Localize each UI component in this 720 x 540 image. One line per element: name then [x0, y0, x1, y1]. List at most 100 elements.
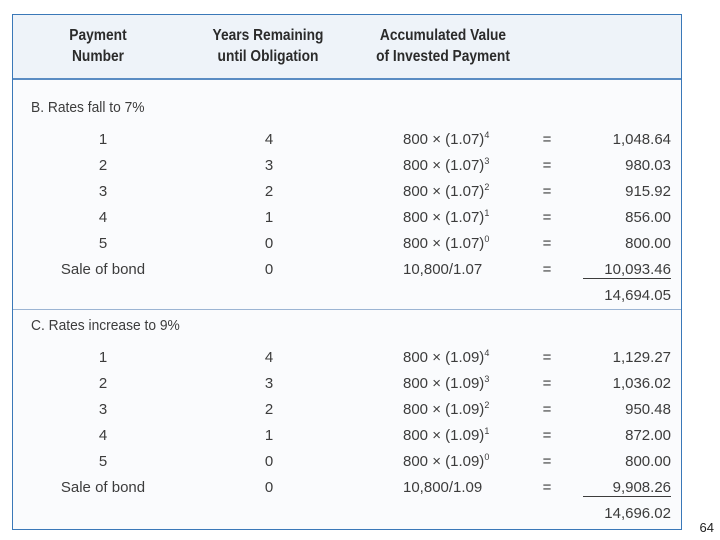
table-row: 3 2 800 × (1.07)2 = 915.92	[13, 183, 681, 209]
accumulated-expression-cell: 10,800/1.07	[403, 261, 553, 278]
header-accum-line1: Accumulated Value	[379, 27, 507, 44]
expression-exponent: 1	[484, 426, 490, 436]
expression-exponent: 0	[484, 234, 490, 244]
accumulated-expression-cell: 800 × (1.07)2	[403, 182, 553, 201]
expression-base: 800 × (1.07)	[403, 235, 485, 252]
expression-base: 800 × (1.09)	[403, 349, 485, 366]
payment-number-cell: 4	[98, 209, 108, 226]
years-remaining-cell: 3	[264, 375, 274, 392]
accumulated-expression-cell: 800 × (1.09)4	[403, 348, 553, 367]
expression-base: 800 × (1.09)	[403, 401, 485, 418]
accumulated-expression-cell: 800 × (1.09)2	[403, 400, 553, 419]
accumulated-value-cell: 800.00	[625, 235, 671, 252]
equals-sign: =	[542, 401, 552, 418]
years-remaining-cell: 4	[264, 131, 274, 148]
section-c-total: 14,696.02	[604, 505, 671, 522]
equals-sign: =	[542, 375, 552, 392]
accumulated-value-cell: 1,129.27	[612, 349, 671, 366]
table-row: Sale of bond 0 10,800/1.07 = 10,093.46	[13, 261, 681, 287]
section-divider	[13, 309, 681, 310]
expression-base: 800 × (1.09)	[403, 453, 485, 470]
payment-number-cell: 2	[98, 375, 108, 392]
header-years-remaining: Years Remaining until Obligation	[204, 25, 333, 67]
table-row: 5 0 800 × (1.09)0 = 800.00	[13, 453, 681, 479]
page-number: 64	[699, 520, 714, 535]
header-accum-line2: of Invested Payment	[376, 48, 510, 65]
expression-base: 800 × (1.07)	[403, 183, 485, 200]
expression-base: 800 × (1.07)	[403, 157, 485, 174]
equals-sign: =	[542, 453, 552, 470]
payment-number-cell: 2	[98, 157, 108, 174]
table-row: 1 4 800 × (1.09)4 = 1,129.27	[13, 349, 681, 375]
accumulated-expression-cell: 800 × (1.09)0	[403, 452, 553, 471]
years-remaining-cell: 0	[264, 479, 274, 496]
equals-sign: =	[542, 427, 552, 444]
payment-number-cell: 5	[98, 235, 108, 252]
years-remaining-cell: 0	[264, 261, 274, 278]
accumulated-expression-cell: 10,800/1.09	[403, 479, 553, 496]
years-remaining-cell: 0	[264, 453, 274, 470]
expression-exponent: 2	[484, 400, 490, 410]
accumulated-value-cell: 10,093.46	[583, 261, 671, 279]
accumulated-value-cell: 980.03	[625, 157, 671, 174]
table-row: 5 0 800 × (1.07)0 = 800.00	[13, 235, 681, 261]
accumulated-value-cell: 856.00	[625, 209, 671, 226]
accumulated-expression-cell: 800 × (1.09)3	[403, 374, 553, 393]
expression-exponent: 4	[484, 130, 490, 140]
table-row: 2 3 800 × (1.07)3 = 980.03	[13, 157, 681, 183]
equals-sign: =	[542, 235, 552, 252]
expression-base: 800 × (1.09)	[403, 375, 485, 392]
payment-number-cell: 1	[98, 349, 108, 366]
accumulated-value-cell: 9,908.26	[583, 479, 671, 497]
header-years-line2: until Obligation	[217, 48, 319, 65]
header-payment-line1: Payment	[69, 27, 127, 44]
header-years-line1: Years Remaining	[212, 27, 324, 44]
accumulated-value-cell: 1,036.02	[612, 375, 671, 392]
table-header: Payment Number Years Remaining until Obl…	[13, 15, 681, 80]
payment-number-cell: 5	[98, 453, 108, 470]
expression-base: 800 × (1.07)	[403, 131, 485, 148]
accumulated-value-cell: 950.48	[625, 401, 671, 418]
accumulated-value-cell: 915.92	[625, 183, 671, 200]
payment-number-cell: 3	[98, 401, 108, 418]
table-row: 2 3 800 × (1.09)3 = 1,036.02	[13, 375, 681, 401]
equals-sign: =	[542, 183, 552, 200]
equals-sign: =	[542, 209, 552, 226]
accumulated-value-cell: 800.00	[625, 453, 671, 470]
equals-sign: =	[542, 349, 552, 366]
expression-exponent: 4	[484, 348, 490, 358]
table-row: 3 2 800 × (1.09)2 = 950.48	[13, 401, 681, 427]
years-remaining-cell: 3	[264, 157, 274, 174]
expression-exponent: 0	[484, 452, 490, 462]
accumulated-expression-cell: 800 × (1.07)4	[403, 130, 553, 149]
accumulated-expression-cell: 800 × (1.07)3	[403, 156, 553, 175]
section-c-label: C. Rates increase to 9%	[31, 317, 180, 334]
expression-base: 10,800/1.09	[403, 479, 483, 496]
payment-number-cell: Sale of bond	[60, 261, 146, 278]
equals-sign: =	[542, 261, 552, 278]
expression-exponent: 2	[484, 182, 490, 192]
section-b-total: 14,694.05	[604, 287, 671, 304]
bond-reinvestment-table: Payment Number Years Remaining until Obl…	[12, 14, 682, 530]
accumulated-expression-cell: 800 × (1.07)0	[403, 234, 553, 253]
years-remaining-cell: 0	[264, 235, 274, 252]
accumulated-value-cell: 1,048.64	[612, 131, 671, 148]
expression-base: 800 × (1.09)	[403, 427, 485, 444]
header-payment-number: Payment Number	[51, 25, 146, 67]
table-row: 4 1 800 × (1.07)1 = 856.00	[13, 209, 681, 235]
table-row: Sale of bond 0 10,800/1.09 = 9,908.26	[13, 479, 681, 505]
expression-base: 800 × (1.07)	[403, 209, 485, 226]
expression-exponent: 3	[484, 374, 490, 384]
table-row: 1 4 800 × (1.07)4 = 1,048.64	[13, 131, 681, 157]
accumulated-expression-cell: 800 × (1.09)1	[403, 426, 553, 445]
header-payment-line2: Number	[71, 48, 124, 65]
expression-exponent: 1	[484, 208, 490, 218]
years-remaining-cell: 1	[264, 427, 274, 444]
years-remaining-cell: 1	[264, 209, 274, 226]
accumulated-value-cell: 872.00	[625, 427, 671, 444]
table-row: 4 1 800 × (1.09)1 = 872.00	[13, 427, 681, 453]
payment-number-cell: 1	[98, 131, 108, 148]
expression-exponent: 3	[484, 156, 490, 166]
accumulated-expression-cell: 800 × (1.07)1	[403, 208, 553, 227]
years-remaining-cell: 2	[264, 401, 274, 418]
